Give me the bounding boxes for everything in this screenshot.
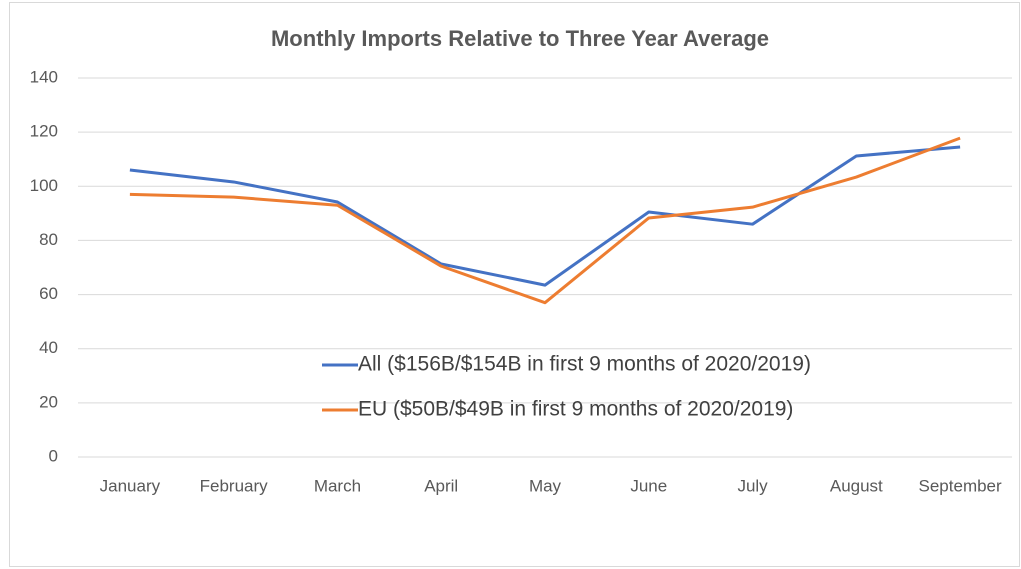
y-tick-label: 120 [30,122,58,141]
y-tick-label: 60 [39,284,58,303]
y-tick-label: 0 [49,446,58,465]
legend-label: EU ($50B/$49B in first 9 months of 2020/… [358,398,793,421]
x-tick-label: September [919,476,1002,495]
y-tick-label: 100 [30,176,58,195]
legend-label: All ($156B/$154B in first 9 months of 20… [358,353,811,376]
series-line [129,136,961,305]
y-tick-label: 40 [39,338,58,357]
x-tick-label: February [200,476,269,495]
y-tick-label: 80 [39,230,58,249]
x-tick-label: January [100,476,161,495]
x-tick-label: July [737,476,768,495]
x-tick-label: June [630,476,667,495]
x-tick-label: April [424,476,458,495]
x-tick-label: March [314,476,361,495]
y-tick-label: 140 [30,67,58,86]
x-tick-label: May [529,476,562,495]
chart-border [9,2,1020,567]
chart-title: Monthly Imports Relative to Three Year A… [271,26,769,51]
series-line [129,145,961,287]
y-tick-label: 20 [39,392,58,411]
x-tick-label: August [830,476,883,495]
